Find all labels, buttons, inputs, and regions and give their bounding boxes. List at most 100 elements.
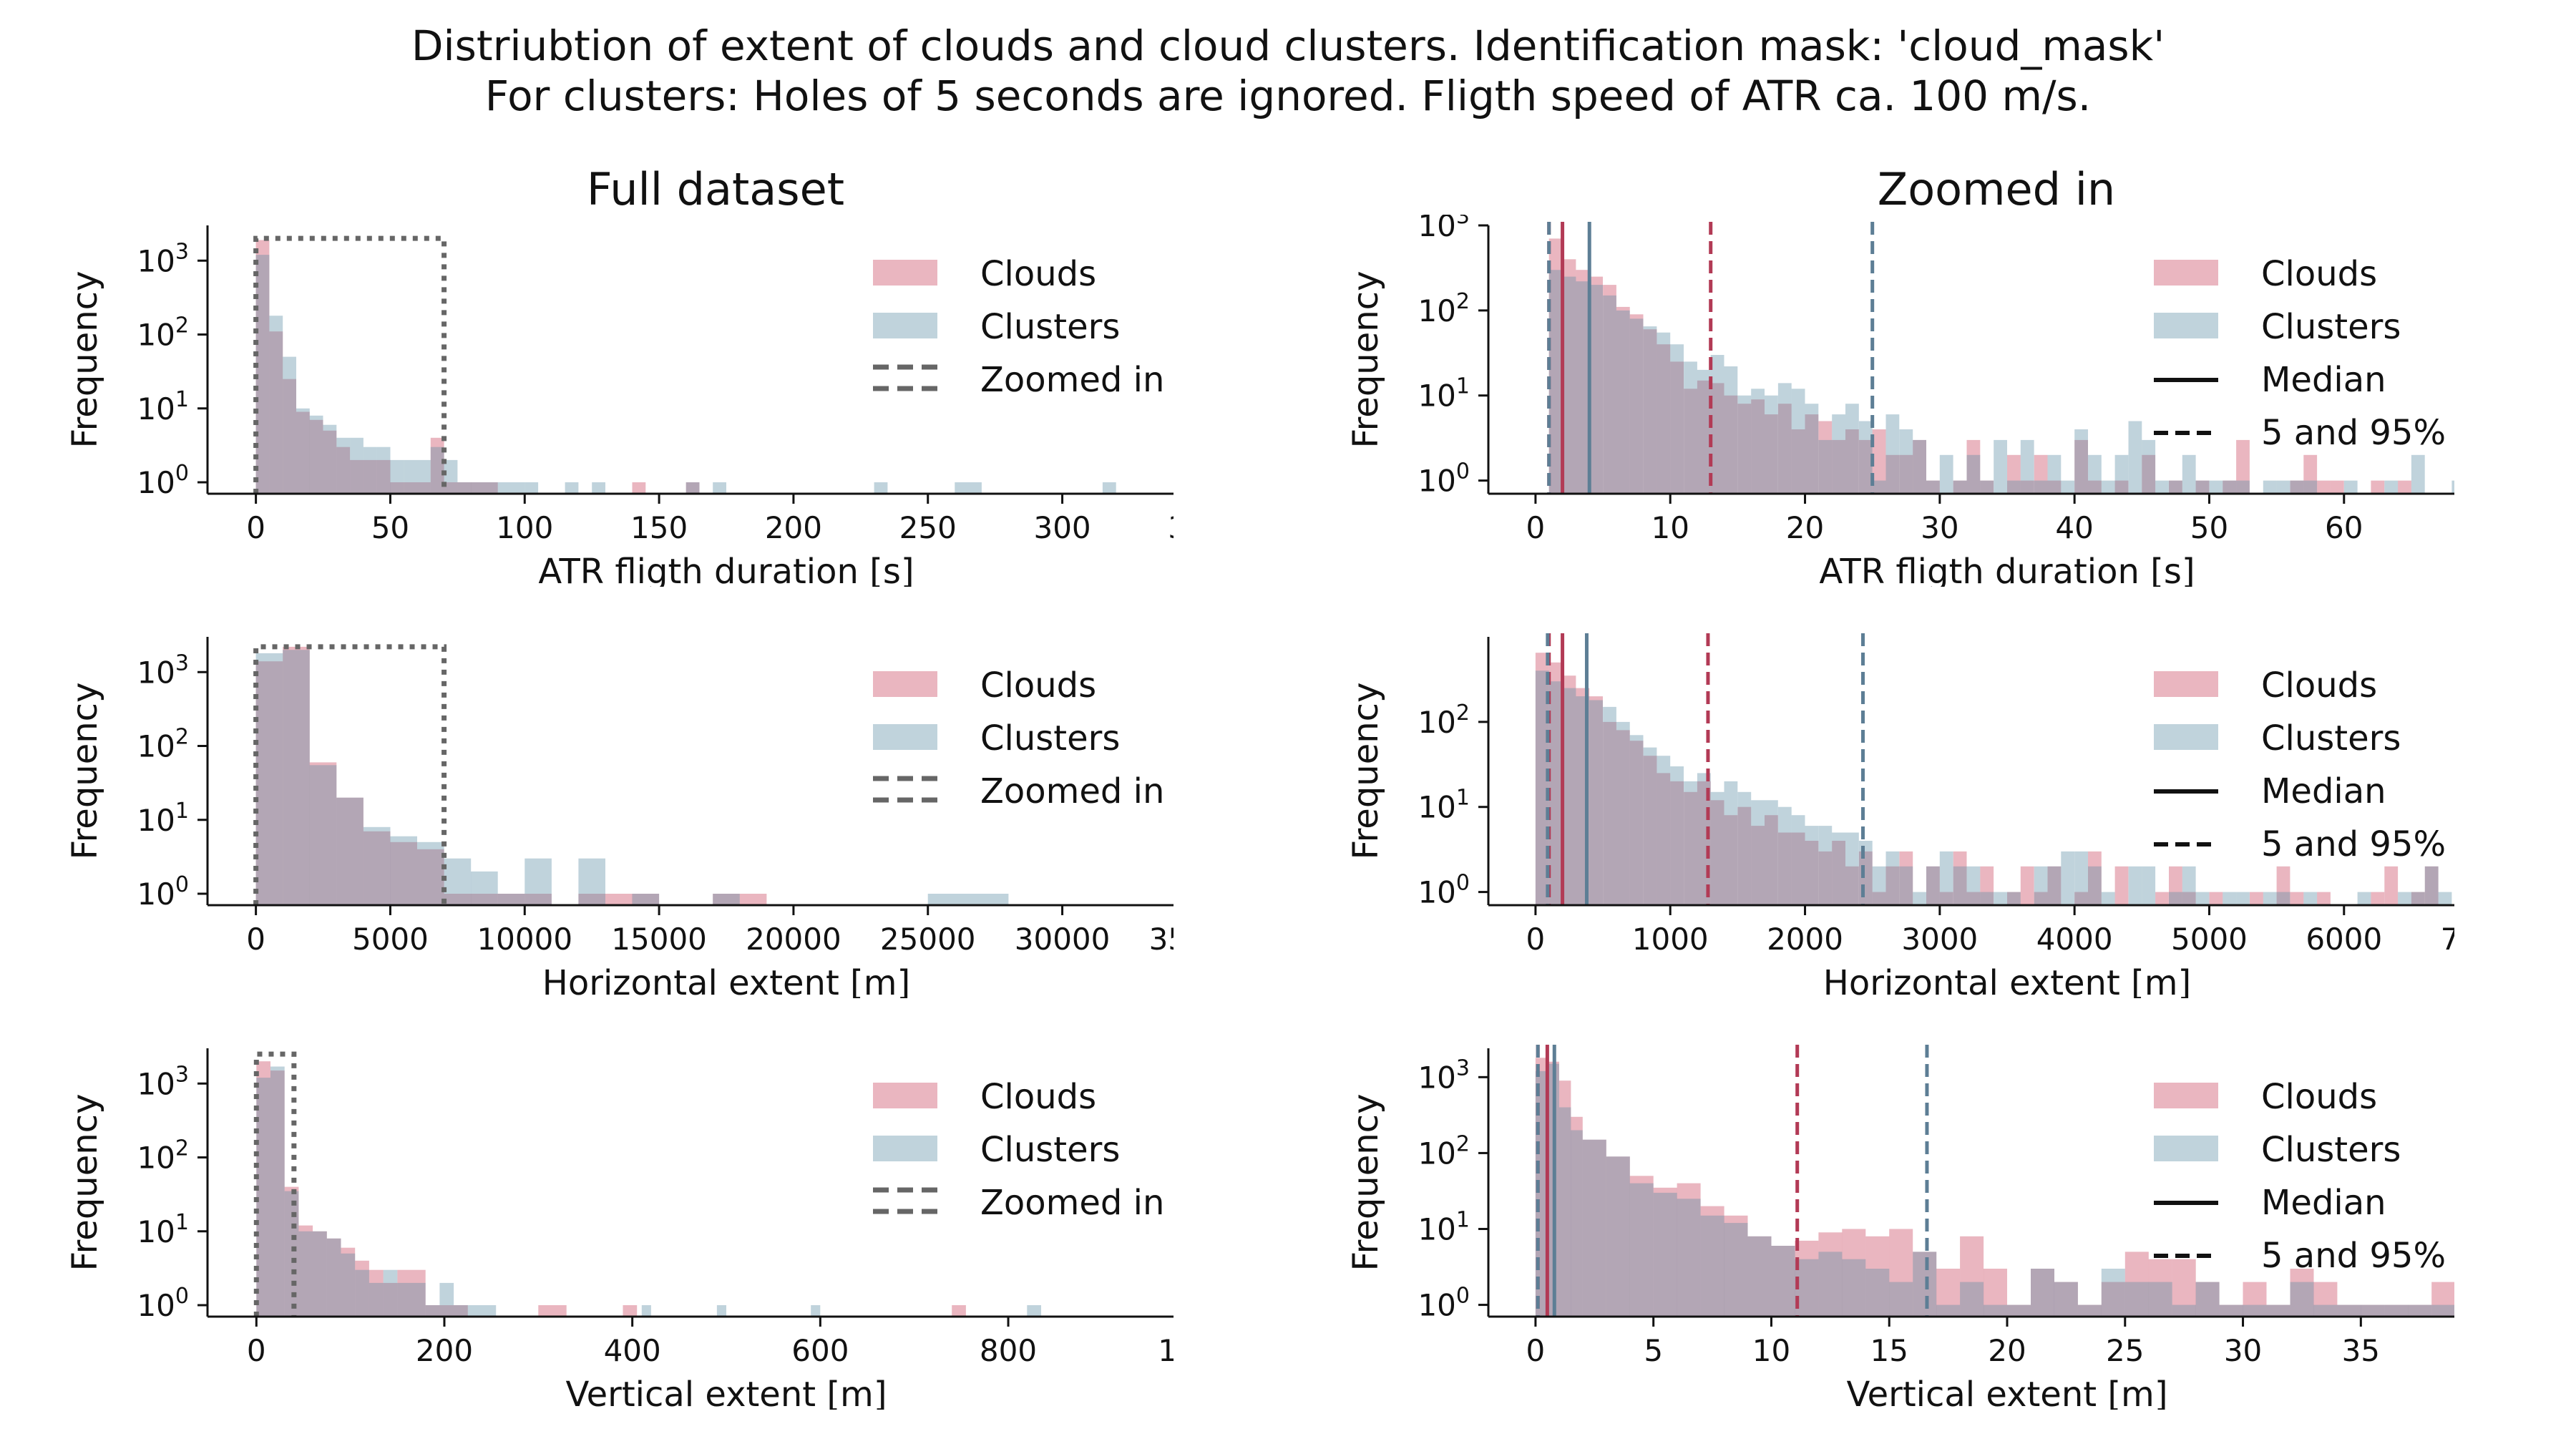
bar-clusters: [1589, 285, 1603, 494]
bar-clusters: [525, 482, 539, 494]
bar-clouds: [2020, 480, 2034, 494]
bar-clouds: [1858, 439, 1873, 494]
x-tick-label: 300: [1033, 510, 1091, 545]
bar-clouds: [497, 894, 525, 905]
legend-label: Clusters: [980, 718, 1120, 758]
bar-clusters: [1027, 1305, 1041, 1317]
bar-clouds: [270, 1070, 285, 1317]
bar-clusters: [578, 858, 605, 905]
bar-clouds: [2290, 480, 2304, 494]
y-tick-label: 102: [137, 313, 189, 353]
bar-clouds: [255, 240, 270, 494]
bar-clouds: [1777, 404, 1792, 494]
bar-clusters: [2263, 480, 2277, 494]
bars-clusters: [1548, 270, 2454, 494]
bar-clusters: [350, 437, 364, 494]
bar-clouds: [2243, 1282, 2267, 1317]
bar-clusters: [1865, 1269, 1890, 1317]
bar-clouds: [1885, 866, 1900, 905]
bar-clouds: [323, 430, 337, 494]
bar-clouds: [1576, 270, 1590, 494]
bar-clouds: [1724, 1215, 1748, 1317]
legend-label: Zoomed in →: [980, 360, 1174, 400]
bar-clusters: [2384, 1304, 2409, 1317]
bar-clouds: [2431, 1282, 2454, 1317]
legend-label: Median: [2261, 1183, 2386, 1223]
bar-clouds: [350, 459, 364, 494]
bar-clusters: [1603, 295, 1616, 494]
bar-clusters: [341, 1253, 356, 1317]
y-tick-label: 101: [1418, 786, 1470, 825]
x-tick-label: 3000: [1901, 922, 1978, 957]
bar-clouds: [1737, 806, 1752, 905]
bar-clusters: [1858, 421, 1873, 494]
bar-clusters: [454, 1305, 468, 1317]
bar-clusters: [1926, 866, 1940, 905]
legend-label: Clouds: [980, 254, 1096, 294]
bar-clouds: [1724, 815, 1738, 905]
bar-clouds: [1697, 380, 1711, 494]
bar-clusters: [2088, 866, 2102, 905]
bar-clouds: [296, 411, 310, 494]
bar-clouds: [2219, 1304, 2243, 1317]
legend-label: 5 and 95%: [2261, 413, 2446, 453]
bar-clusters: [2223, 892, 2237, 905]
y-tick-label: 102: [1418, 1131, 1470, 1171]
bar-clusters: [2169, 892, 2182, 905]
bar-clusters: [256, 1078, 270, 1317]
bar-clouds: [1771, 1246, 1795, 1317]
y-tick-label: 103: [137, 1062, 189, 1101]
bar-clusters: [1576, 281, 1590, 494]
bar-clusters: [1791, 389, 1805, 494]
y-tick-label: 102: [1418, 289, 1470, 328]
bar-clusters: [363, 447, 377, 494]
legend: Clouds Clusters Median 5 and 95%: [2154, 665, 2446, 864]
bar-clusters: [1913, 892, 1926, 905]
x-tick-label: 250: [899, 510, 957, 545]
bar-clusters: [298, 1231, 313, 1317]
x-axis-label: ATR fligth duration [s]: [538, 552, 914, 587]
bar-clouds: [1832, 439, 1845, 494]
y-tick-label: 101: [137, 799, 189, 838]
bar-clouds: [1865, 1236, 1890, 1317]
bar-clouds: [1684, 791, 1697, 905]
bar-clouds: [369, 1269, 384, 1317]
x-tick-label: 5000: [352, 922, 429, 957]
legend-swatch-clouds: [2154, 671, 2218, 697]
bar-clusters: [430, 447, 444, 494]
bar-clusters: [1913, 439, 1926, 494]
bar-clouds: [390, 841, 417, 905]
bar-clouds: [2330, 480, 2344, 494]
bar-clusters: [369, 1282, 384, 1317]
bar-clusters: [1818, 826, 1833, 905]
bar-clouds: [2398, 480, 2411, 494]
bar-clusters: [2398, 892, 2411, 905]
bar-clouds: [713, 894, 740, 905]
bar-clusters: [686, 482, 700, 494]
bar-clouds: [444, 894, 472, 905]
bar-clusters: [2438, 892, 2452, 905]
bar-clouds: [425, 1305, 440, 1317]
legend-label: Clouds: [2261, 254, 2377, 294]
bar-clusters: [457, 482, 472, 494]
bar-clouds: [1558, 1080, 1571, 1317]
x-tick-label: 25: [2106, 1333, 2144, 1368]
bar-clusters: [2007, 1304, 2031, 1317]
bar-clouds: [1765, 414, 1778, 494]
bar-clusters: [1684, 361, 1697, 494]
bar-clouds: [2007, 1304, 2031, 1317]
bar-clouds: [1872, 429, 1886, 494]
zoom-box: [253, 644, 447, 905]
bar-clusters: [1710, 355, 1724, 494]
bar-clouds: [1710, 383, 1724, 494]
bar-clouds: [2088, 851, 2102, 905]
x-tick-label: 30: [2224, 1333, 2262, 1368]
bar-clusters: [2223, 480, 2237, 494]
legend-label: Clusters: [980, 307, 1120, 347]
bar-clusters: [471, 871, 498, 905]
bar-clusters: [632, 894, 660, 905]
y-tick-label: 101: [1418, 1207, 1470, 1246]
x-tick-label: 0: [246, 922, 265, 957]
y-tick-label: 103: [137, 239, 189, 278]
x-axis-label: Vertical extent [m]: [565, 1375, 887, 1410]
